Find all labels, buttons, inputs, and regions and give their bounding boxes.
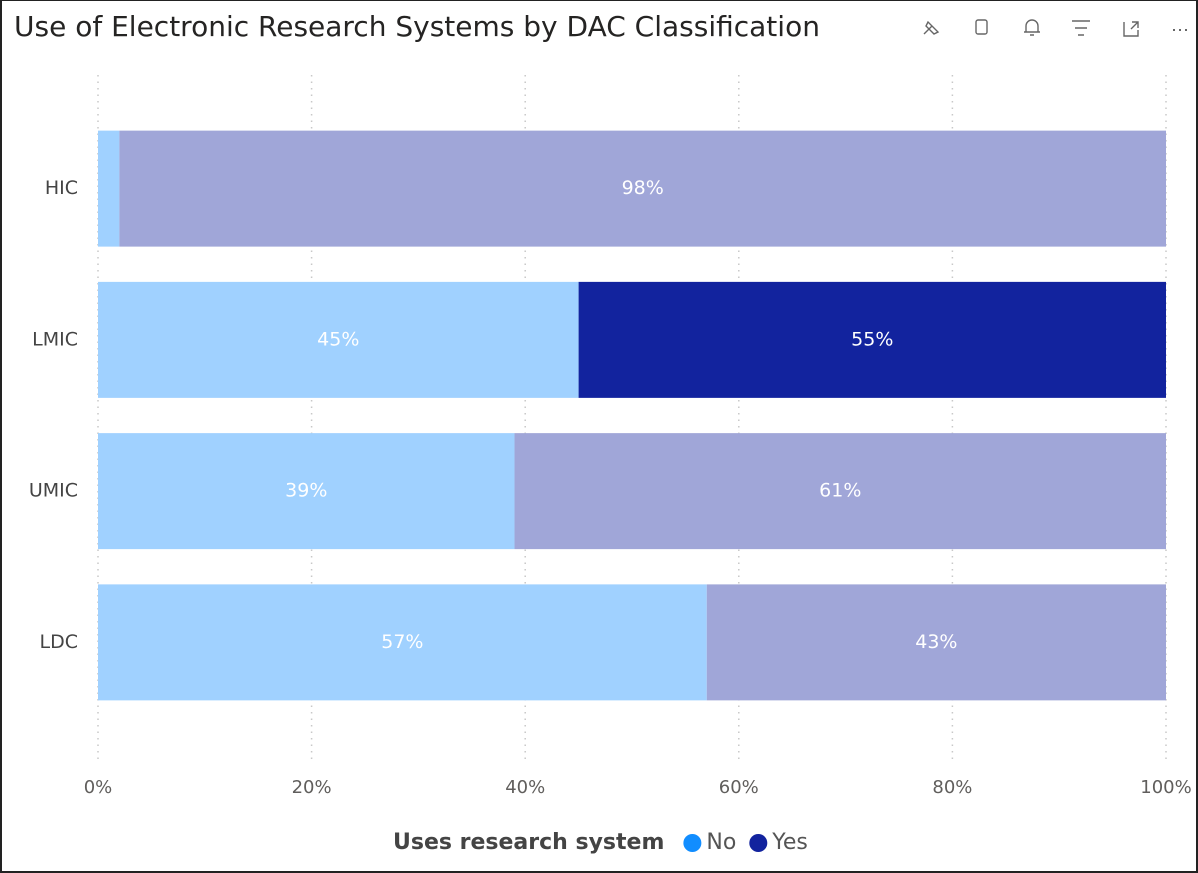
bar-segment [98,130,120,247]
y-tick-label: HIC [45,177,78,199]
legend-label: No [706,830,736,855]
filter-icon[interactable] [1072,20,1090,36]
data-label: 98% [622,177,664,199]
bar-segment [98,584,707,701]
legend-title: Uses research system [393,830,664,855]
bar-segment [706,584,1166,701]
data-label: 39% [285,480,327,502]
data-label: 61% [819,480,861,502]
x-tick-label: 0% [84,777,113,798]
chart-title: Use of Electronic Research Systems by DA… [14,10,820,43]
bar-segment [98,281,579,398]
copy-icon[interactable] [975,19,988,35]
x-tick-label: 80% [932,777,972,798]
legend-label: Yes [771,830,808,855]
legend-marker [683,834,702,852]
data-label: 45% [317,328,359,350]
bar-segment [514,433,1166,550]
x-tick-label: 40% [505,777,545,798]
toolbar[interactable] [923,19,1187,37]
x-tick-label: 60% [719,777,759,798]
focus-icon[interactable] [1123,21,1139,37]
alert-icon[interactable] [1024,19,1040,36]
y-tick-label: LMIC [32,328,78,350]
y-tick-label: LDC [40,631,78,653]
x-tick-label: 20% [292,777,332,798]
x-tick-label: 100% [1140,777,1191,798]
legend-marker [749,834,768,852]
bar-segment [578,281,1166,398]
y-tick-label: UMIC [29,480,78,502]
pin-icon[interactable] [923,20,940,35]
bar-segment [119,130,1167,247]
data-label: 57% [381,631,423,653]
data-label: 43% [915,631,957,653]
data-label: 55% [851,328,893,350]
bar-segment [98,433,515,550]
